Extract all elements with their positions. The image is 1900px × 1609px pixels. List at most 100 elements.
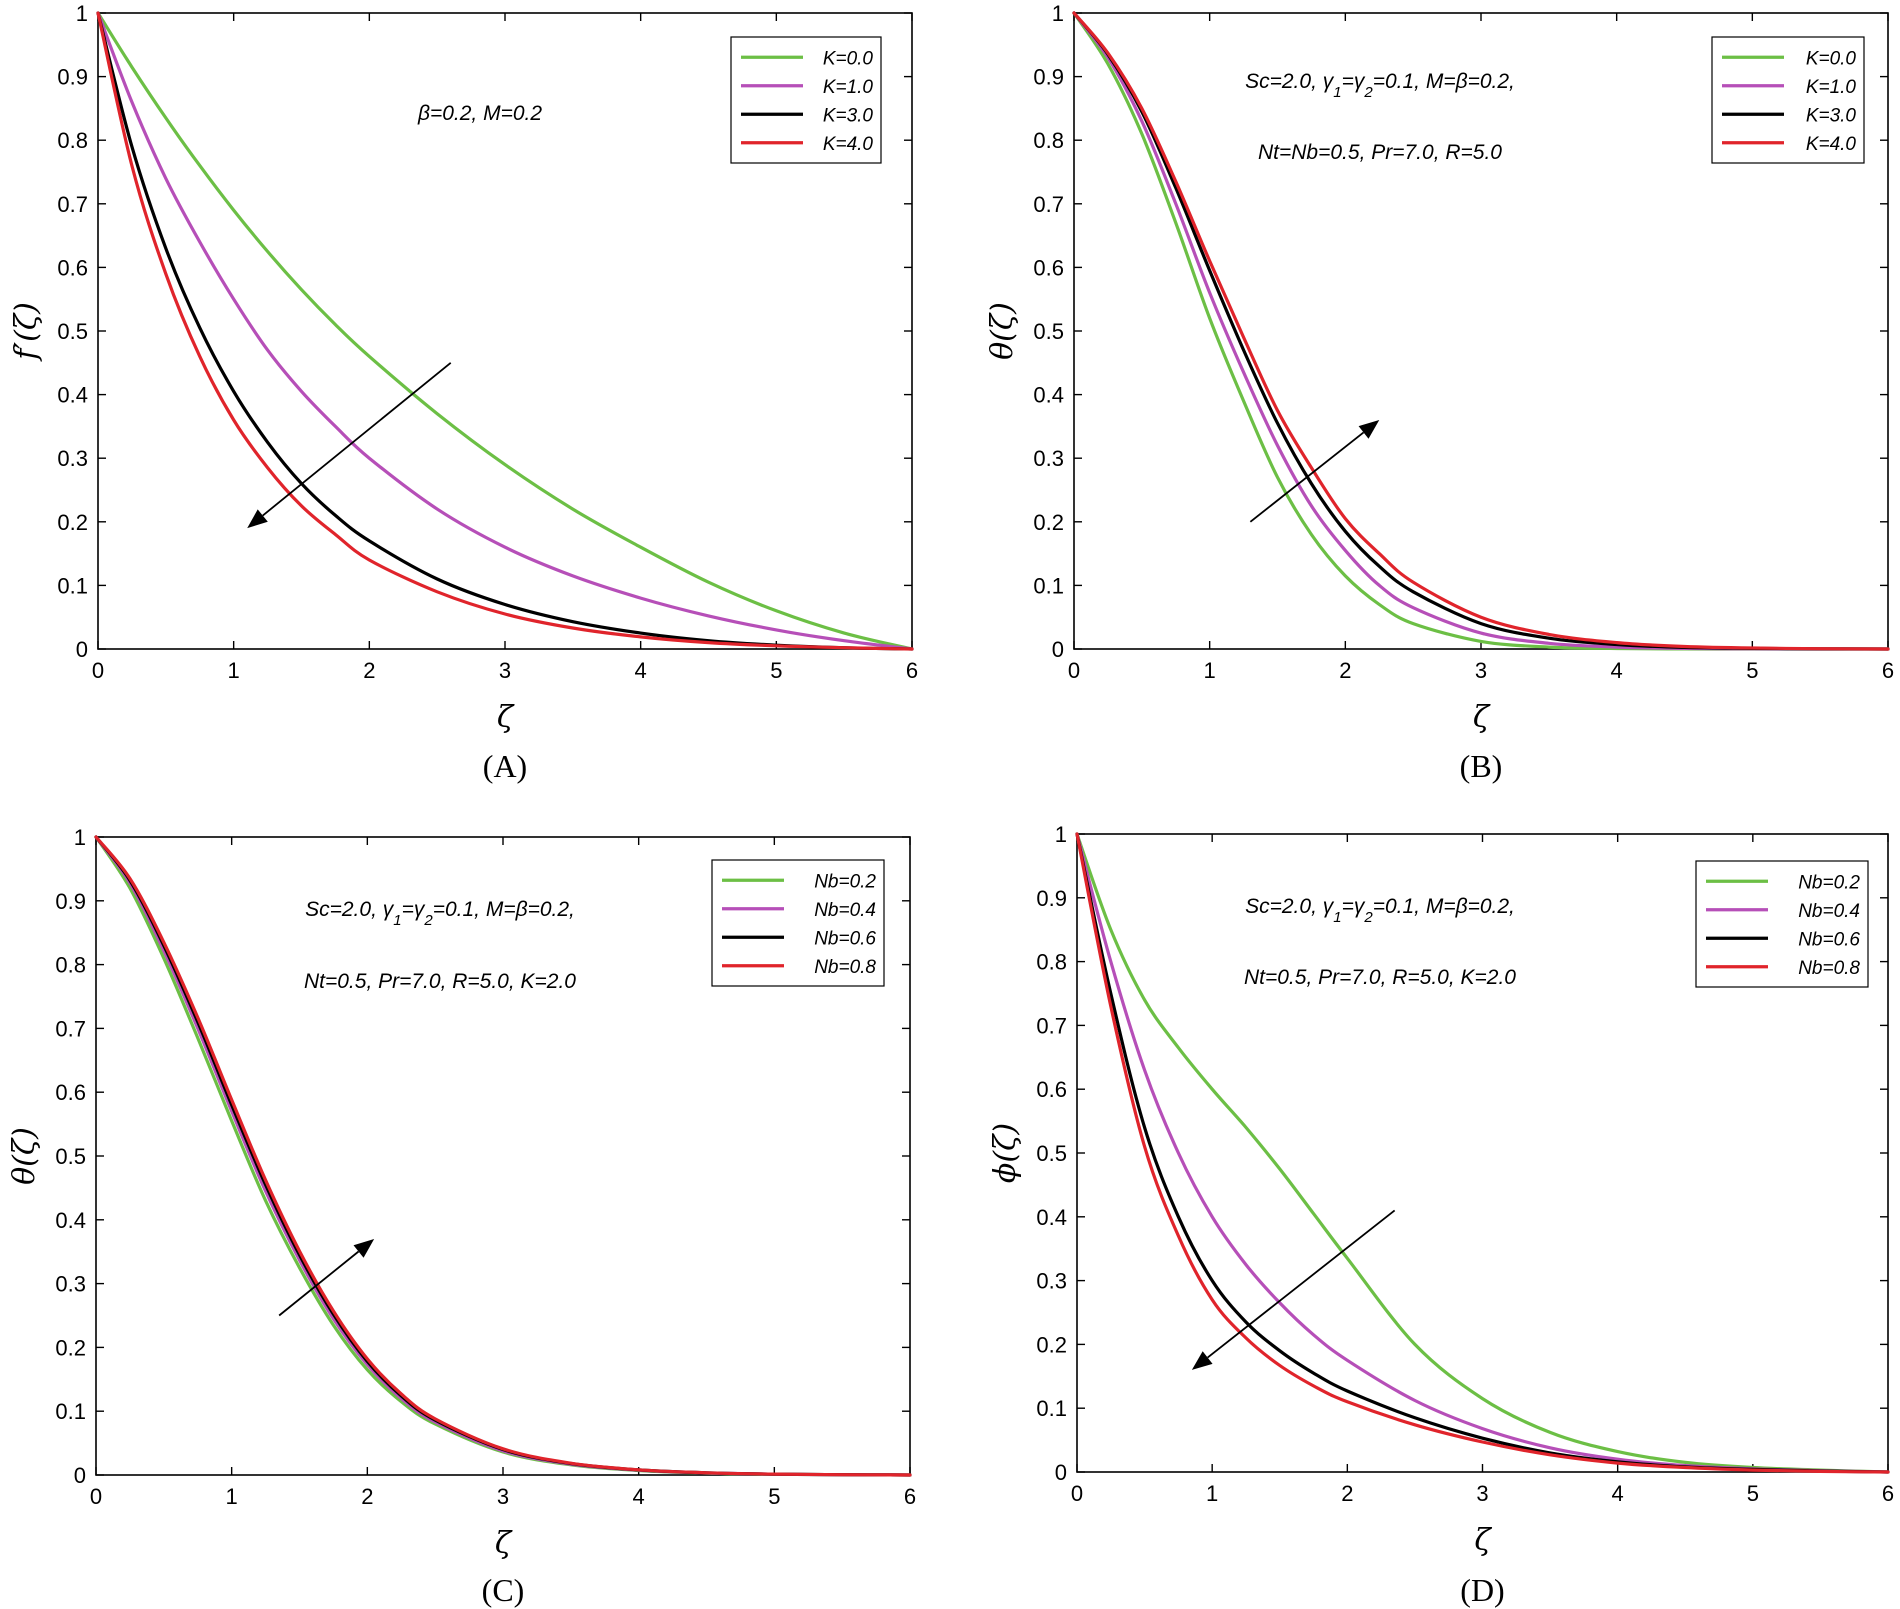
y-tick-label: 0 [74, 1463, 86, 1488]
legend-label: Nb=0.2 [1798, 872, 1860, 893]
panel-caption: (A) [483, 748, 527, 784]
y-tick-label: 0.9 [1036, 886, 1067, 911]
x-axis-label: ζ [497, 700, 515, 735]
x-tick-label: 5 [768, 1484, 780, 1509]
y-tick-label: 0.1 [1036, 1396, 1067, 1421]
legend-label: Nb=0.6 [814, 928, 876, 949]
x-tick-label: 6 [906, 658, 918, 683]
y-tick-label: 0.9 [1033, 65, 1064, 90]
parameter-annotation: Nt=0.5, Pr=7.0, R=5.0, K=2.0 [1244, 966, 1516, 989]
x-tick-label: 5 [1746, 658, 1758, 683]
trend-arrow-head [353, 1238, 375, 1258]
y-tick-label: 0.3 [1036, 1269, 1067, 1294]
y-tick-label: 0.3 [1033, 446, 1064, 471]
y-tick-label: 0.4 [1033, 383, 1064, 408]
y-tick-label: 0.3 [55, 1272, 86, 1297]
series-line-k-4-0 [1072, 11, 1890, 651]
y-tick-label: 0.8 [1033, 128, 1064, 153]
trend-arrow-shaft [1207, 1209, 1396, 1359]
y-axis-label: ϕ(ζ) [988, 1123, 1023, 1183]
series-line-k-0-0 [96, 11, 914, 651]
x-axis-label: ζ [1473, 700, 1491, 735]
panel-caption: (B) [1460, 748, 1503, 784]
legend-label: K=1.0 [1806, 77, 1857, 98]
y-axis-label: θ(ζ) [985, 302, 1020, 360]
y-tick-label: 0.7 [57, 192, 88, 217]
y-tick-label: 0.2 [1033, 510, 1064, 535]
parameter-annotation: Sc=2.0, γ1=γ2=0.1, M=β=0.2, [1245, 70, 1515, 101]
legend: Nb=0.2 Nb=0.4 Nb=0.6 Nb=0.8 [711, 859, 885, 987]
y-tick-label: 0.1 [57, 573, 88, 598]
x-tick-label: 2 [363, 658, 375, 683]
legend: K=0.0 K=1.0 K=3.0 K=4.0 [1711, 36, 1865, 164]
chart-panel-d: 0 1 2 3 4 5 6 0 0.1 0.2 0.3 0.4 0.5 0.6 0.7 0.8 0.9 1 ζ ϕ(ζ… [988, 822, 1894, 1608]
panel-caption: (C) [482, 1572, 525, 1608]
legend-label: K=4.0 [823, 134, 874, 155]
x-tick-label: 4 [635, 658, 647, 683]
x-axis-label: ζ [495, 1526, 513, 1561]
y-tick-label: 0.1 [55, 1399, 86, 1424]
y-tick-label: 0.5 [55, 1144, 86, 1169]
series-line-nb-0-8 [1075, 832, 1890, 1474]
y-tick-label: 0.5 [57, 319, 88, 344]
x-tick-label: 3 [499, 658, 511, 683]
legend-label: K=4.0 [1806, 134, 1857, 155]
y-tick-label: 0.6 [55, 1080, 86, 1105]
legend-label: Nb=0.6 [1798, 929, 1860, 950]
y-tick-label: 0.9 [57, 65, 88, 90]
legend-label: Nb=0.8 [1798, 958, 1860, 979]
y-tick-label: 0.1 [1033, 573, 1064, 598]
y-axis-label: θ(ζ) [7, 1127, 42, 1185]
x-tick-label: 4 [1612, 1481, 1624, 1506]
y-tick-label: 0.2 [1036, 1332, 1067, 1357]
x-tick-label: 6 [904, 1484, 916, 1509]
legend-label: K=1.0 [823, 77, 874, 98]
x-tick-label: 2 [1339, 658, 1351, 683]
x-tick-label: 1 [1204, 658, 1216, 683]
x-tick-label: 5 [1747, 1481, 1759, 1506]
y-tick-label: 0.7 [1033, 192, 1064, 217]
legend-label: Nb=0.4 [1798, 901, 1860, 922]
y-tick-label: 1 [74, 825, 86, 850]
x-tick-label: 5 [770, 658, 782, 683]
y-tick-label: 0.6 [57, 255, 88, 280]
y-axis-label: f′(ζ) [9, 302, 44, 362]
parameter-annotation: Nt=Nb=0.5, Pr=7.0, R=5.0 [1258, 141, 1502, 164]
trend-arrow-head [1358, 420, 1380, 439]
y-tick-label: 0.4 [57, 383, 88, 408]
x-tick-label: 1 [226, 1484, 238, 1509]
x-tick-label: 0 [92, 658, 104, 683]
y-tick-label: 0.2 [57, 510, 88, 535]
x-tick-label: 6 [1882, 658, 1894, 683]
parameter-annotation: Sc=2.0, γ1=γ2=0.1, M=β=0.2, [305, 898, 575, 929]
parameter-annotation: Nt=0.5, Pr=7.0, R=5.0, K=2.0 [304, 970, 576, 993]
x-tick-label: 3 [497, 1484, 509, 1509]
trend-arrow-shaft [1249, 431, 1365, 523]
x-tick-label: 0 [90, 1484, 102, 1509]
y-tick-label: 0.2 [55, 1335, 86, 1360]
y-tick-label: 0.6 [1033, 255, 1064, 280]
parameter-annotation: β=0.2, M=0.2 [417, 102, 542, 125]
x-tick-label: 3 [1476, 1481, 1488, 1506]
legend-label: K=0.0 [1806, 48, 1857, 69]
y-tick-label: 1 [76, 1, 88, 26]
y-tick-label: 0.7 [1036, 1013, 1067, 1038]
legend: Nb=0.2 Nb=0.4 Nb=0.6 Nb=0.8 [1695, 860, 1869, 988]
y-tick-label: 0.9 [55, 889, 86, 914]
y-tick-label: 1 [1055, 822, 1067, 847]
chart-panel-c: 0 1 2 3 4 5 6 0 0.1 0.2 0.3 0.4 0.5 0.6 0.7 0.8 0.9 1 ζ θ(ζ… [7, 825, 916, 1608]
x-tick-label: 6 [1882, 1481, 1894, 1506]
trend-arrow-head [247, 509, 268, 529]
x-tick-label: 0 [1068, 658, 1080, 683]
y-tick-label: 0.4 [1036, 1205, 1067, 1230]
y-tick-label: 0 [1055, 1460, 1067, 1485]
x-tick-label: 1 [228, 658, 240, 683]
y-tick-label: 0.5 [1033, 319, 1064, 344]
x-tick-label: 2 [361, 1484, 373, 1509]
panel-caption: (D) [1460, 1572, 1504, 1608]
trend-arrow-shaft [278, 1250, 360, 1317]
y-tick-label: 0 [1052, 637, 1064, 662]
y-tick-label: 0.8 [1036, 950, 1067, 975]
